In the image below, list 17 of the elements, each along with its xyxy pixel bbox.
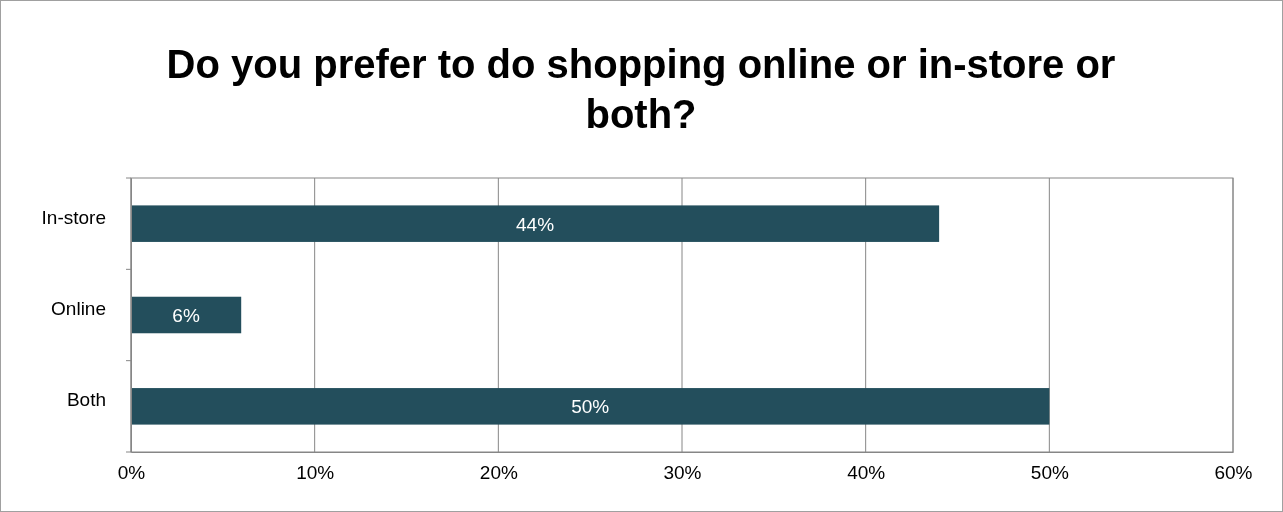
x-tick-label: 0%: [117, 462, 146, 484]
bar: [131, 388, 1050, 425]
y-tick-label: In-store: [41, 206, 106, 228]
chart-title: Do you prefer to do shopping online or in-store or both?: [166, 42, 1116, 136]
data-label: 50%: [571, 396, 610, 418]
x-tick-label: 30%: [663, 462, 702, 484]
y-tick-label: Both: [66, 389, 106, 411]
data-label: 44%: [516, 213, 555, 235]
x-tick-label: 10%: [296, 462, 335, 484]
bar: [131, 296, 242, 334]
x-tick-label: 50%: [1030, 462, 1069, 484]
y-tick-label: Online: [51, 298, 106, 319]
data-label: 6%: [172, 305, 200, 326]
bar: [131, 205, 940, 242]
x-tick-label: 20%: [479, 462, 518, 484]
x-tick-label: 60%: [1214, 462, 1253, 484]
x-tick-label: 40%: [847, 462, 886, 484]
